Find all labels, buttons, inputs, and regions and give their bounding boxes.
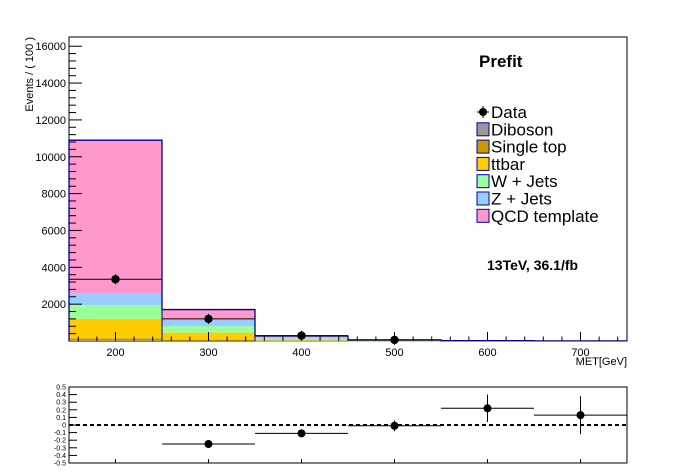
y-tick-label: 8000 <box>42 189 66 201</box>
y-axis-label: Events / ( 100 ) <box>24 37 36 112</box>
bar-4-0 <box>69 293 162 306</box>
x-tick-label: 700 <box>571 347 589 359</box>
lumi-annotation: 13TeV, 36.1/fb <box>487 257 578 273</box>
chart-title: Prefit <box>479 52 523 71</box>
y-tick-label: 10000 <box>35 152 66 164</box>
legend-label: Data <box>491 103 527 122</box>
legend-label: ttbar <box>491 155 525 174</box>
legend-swatch-1 <box>476 122 490 137</box>
y-tick-label: 12000 <box>35 115 66 127</box>
ratio-y-tick-label: 0 <box>62 423 66 430</box>
ratio-point <box>576 411 585 420</box>
legend-label: W + Jets <box>491 172 558 191</box>
legend-swatch-6 <box>476 208 490 223</box>
x-tick-label: 500 <box>385 347 403 359</box>
x-axis-label: MET[GeV] <box>576 356 627 368</box>
x-tick-label: 200 <box>106 347 124 359</box>
data-point <box>204 314 213 324</box>
ratio-y-tick-label: 0.5 <box>56 385 66 392</box>
legend-swatch-5 <box>476 191 490 206</box>
ratio-y-tick-label: 0.2 <box>56 407 66 414</box>
bar-2-0 <box>69 318 162 339</box>
ratio-y-tick-label: -0.4 <box>54 453 66 460</box>
ratio-y-tick-label: -0.3 <box>54 445 66 452</box>
legend-label: Diboson <box>491 120 553 139</box>
ratio-point <box>390 421 399 430</box>
legend-swatch-4 <box>476 174 490 189</box>
x-tick-label: 600 <box>478 347 496 359</box>
legend-swatch-2 <box>476 139 490 154</box>
bar-3-0 <box>69 305 162 319</box>
legend-label: Z + Jets <box>491 190 552 209</box>
bar-5-0 <box>69 140 162 294</box>
legend-label: Single top <box>491 138 567 157</box>
ratio-point <box>297 429 306 438</box>
legend-swatch-3 <box>476 156 490 171</box>
ratio-y-tick-label: -0.1 <box>54 430 66 437</box>
ratio-y-tick-label: 0.1 <box>56 415 66 422</box>
ratio-point <box>483 404 492 413</box>
ratio-y-tick-label: -0.5 <box>54 461 66 468</box>
y-tick-label: 6000 <box>42 225 66 237</box>
ratio-y-tick-label: 0.3 <box>56 400 66 407</box>
ratio-point <box>204 440 213 448</box>
y-tick-label: 14000 <box>35 78 66 90</box>
y-tick-label: 16000 <box>35 41 66 53</box>
y-tick-label: 4000 <box>42 262 66 274</box>
ratio-y-tick-label: -0.2 <box>54 438 66 445</box>
legend-label: QCD template <box>491 207 599 226</box>
ratio-plot: 0.50.40.30.20.10-0.1-0.2-0.3-0.4-0.5 <box>54 385 628 468</box>
bar-3-1 <box>162 326 255 333</box>
x-tick-label: 300 <box>199 347 217 359</box>
data-point <box>111 275 120 284</box>
main-plot: 2000 4000 6000 8000 10000 12000 14000 16000 200 3… <box>24 36 628 368</box>
x-tick-label: 400 <box>292 347 310 359</box>
legend-marker-data <box>479 108 487 116</box>
y-tick-label: 2000 <box>42 299 66 311</box>
ratio-frame <box>68 386 628 464</box>
ratio-y-tick-label: 0.4 <box>56 392 66 399</box>
